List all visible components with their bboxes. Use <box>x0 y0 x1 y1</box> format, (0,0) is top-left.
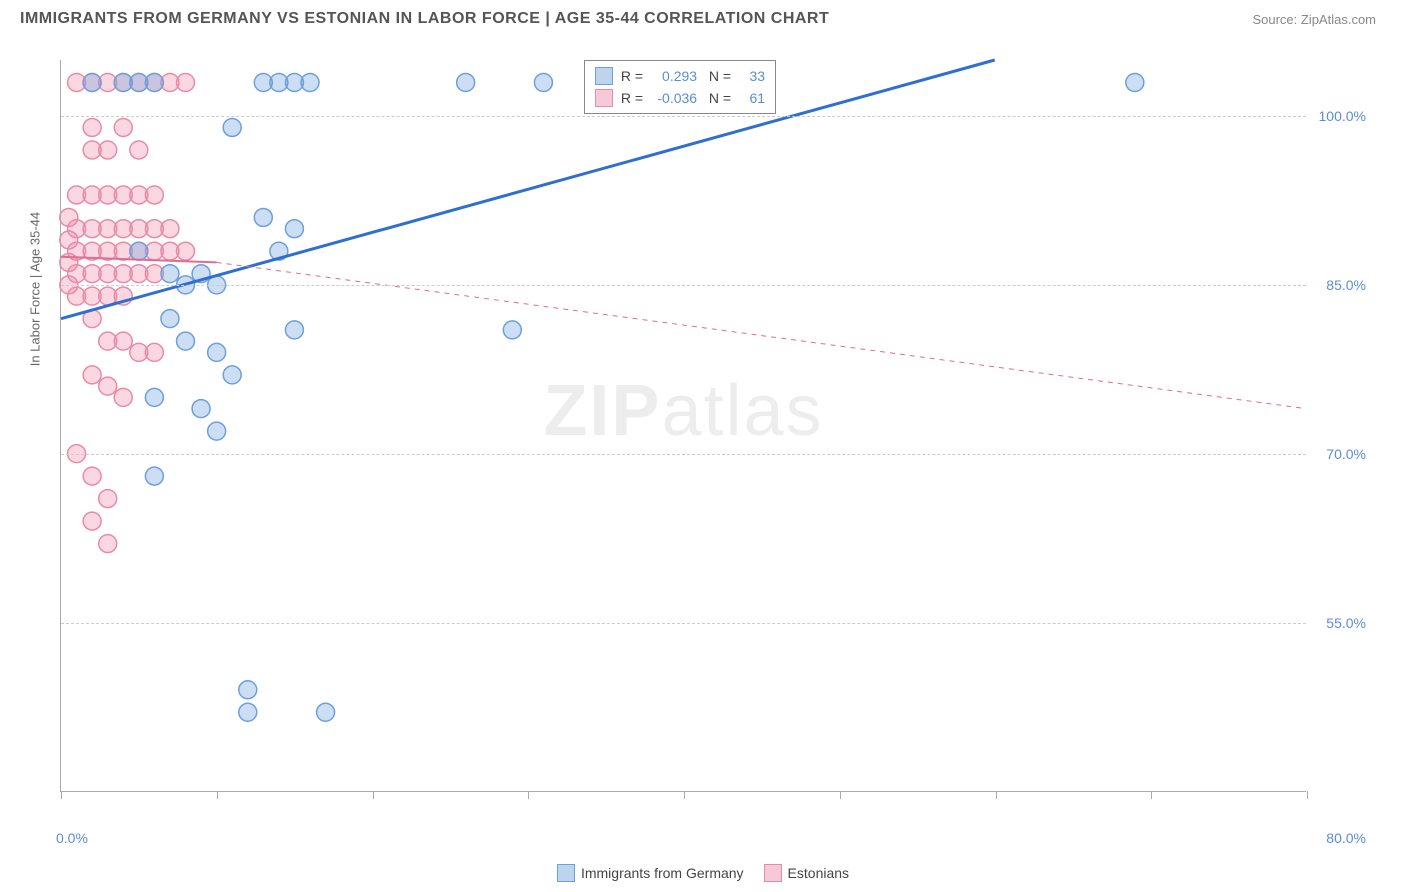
x-tick <box>840 791 841 799</box>
scatter-point <box>60 231 78 249</box>
scatter-point <box>99 490 117 508</box>
scatter-point <box>83 74 101 92</box>
scatter-point <box>114 388 132 406</box>
r-value: -0.036 <box>647 90 697 106</box>
plot-area: ZIPatlas R =0.293 N =33 R =-0.036 N =61 … <box>60 60 1306 792</box>
legend-row: R =-0.036 N =61 <box>595 87 765 109</box>
scatter-point <box>114 332 132 350</box>
legend-swatch <box>557 864 575 882</box>
scatter-point <box>114 118 132 136</box>
n-label: N = <box>701 68 731 84</box>
scatter-point <box>130 141 148 159</box>
gridline <box>61 285 1306 286</box>
scatter-point <box>254 208 272 226</box>
scatter-point <box>99 377 117 395</box>
plot-svg <box>61 60 1306 791</box>
n-label: N = <box>701 90 731 106</box>
scatter-point <box>99 535 117 553</box>
legend-row: R =0.293 N =33 <box>595 65 765 87</box>
scatter-point <box>145 467 163 485</box>
legend-swatch <box>764 864 782 882</box>
scatter-point <box>208 422 226 440</box>
scatter-point <box>145 74 163 92</box>
header: IMMIGRANTS FROM GERMANY VS ESTONIAN IN L… <box>0 0 1406 38</box>
scatter-point <box>145 186 163 204</box>
scatter-point <box>317 703 335 721</box>
bottom-legend: Immigrants from Germany Estonians <box>557 864 849 882</box>
scatter-point <box>239 681 257 699</box>
scatter-point <box>301 74 319 92</box>
scatter-point <box>145 388 163 406</box>
bottom-legend-item: Immigrants from Germany <box>557 864 744 882</box>
r-label: R = <box>621 68 643 84</box>
scatter-point <box>534 74 552 92</box>
x-tick <box>217 791 218 799</box>
scatter-point <box>1126 74 1144 92</box>
scatter-point <box>83 467 101 485</box>
scatter-point <box>285 220 303 238</box>
trend-line <box>61 60 995 319</box>
x-label-left: 0.0% <box>56 830 88 846</box>
correlation-legend: R =0.293 N =33 R =-0.036 N =61 <box>584 60 776 114</box>
x-tick <box>1307 791 1308 799</box>
scatter-point <box>177 242 195 260</box>
legend-swatch <box>595 89 613 107</box>
scatter-point <box>223 118 241 136</box>
gridline <box>61 454 1306 455</box>
chart-title: IMMIGRANTS FROM GERMANY VS ESTONIAN IN L… <box>20 10 829 28</box>
x-tick <box>684 791 685 799</box>
chart-container: In Labor Force | Age 35-44 ZIPatlas R =0… <box>50 50 1376 822</box>
scatter-point <box>130 242 148 260</box>
x-tick <box>528 791 529 799</box>
scatter-point <box>99 141 117 159</box>
scatter-point <box>161 310 179 328</box>
scatter-point <box>192 400 210 418</box>
scatter-point <box>161 220 179 238</box>
y-tick-label: 55.0% <box>1326 615 1366 631</box>
scatter-point <box>503 321 521 339</box>
x-tick <box>61 791 62 799</box>
scatter-point <box>145 343 163 361</box>
scatter-point <box>177 74 195 92</box>
r-label: R = <box>621 90 643 106</box>
n-value: 61 <box>735 90 765 106</box>
scatter-point <box>161 265 179 283</box>
y-tick-label: 85.0% <box>1326 277 1366 293</box>
series-label: Estonians <box>788 865 849 881</box>
n-value: 33 <box>735 68 765 84</box>
series-label: Immigrants from Germany <box>581 865 744 881</box>
y-tick-label: 100.0% <box>1319 108 1366 124</box>
scatter-point <box>239 703 257 721</box>
bottom-legend-item: Estonians <box>764 864 849 882</box>
legend-swatch <box>595 67 613 85</box>
scatter-point <box>83 118 101 136</box>
x-label-right: 80.0% <box>1326 830 1366 846</box>
r-value: 0.293 <box>647 68 697 84</box>
x-tick <box>996 791 997 799</box>
scatter-point <box>60 208 78 226</box>
scatter-point <box>285 321 303 339</box>
x-tick <box>373 791 374 799</box>
y-tick-label: 70.0% <box>1326 446 1366 462</box>
scatter-point <box>83 366 101 384</box>
scatter-point <box>83 512 101 530</box>
y-axis-label: In Labor Force | Age 35-44 <box>28 212 43 366</box>
scatter-point <box>177 332 195 350</box>
scatter-point <box>457 74 475 92</box>
scatter-point <box>223 366 241 384</box>
gridline <box>61 116 1306 117</box>
x-tick <box>1151 791 1152 799</box>
scatter-point <box>208 343 226 361</box>
source-label: Source: ZipAtlas.com <box>1252 12 1376 27</box>
gridline <box>61 623 1306 624</box>
